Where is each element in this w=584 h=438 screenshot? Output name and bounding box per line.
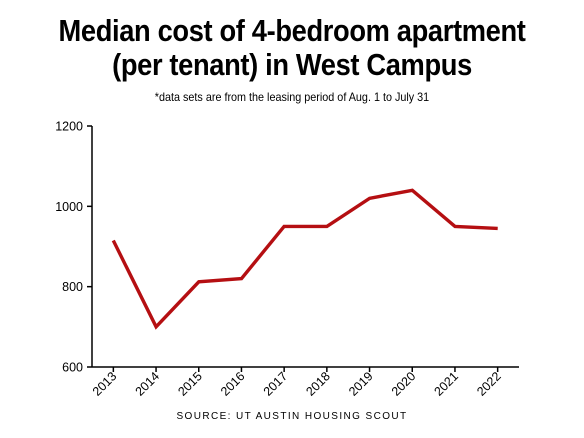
x-tick-label: 2016 — [218, 369, 248, 399]
title-line-1: Median cost of 4-bedroom apartment — [58, 13, 526, 48]
y-tick-label: 600 — [62, 361, 83, 375]
chart-subtitle: *data sets are from the leasing period o… — [154, 90, 430, 104]
x-tick-label: 2017 — [261, 369, 291, 399]
x-tick-label: 2013 — [90, 369, 120, 399]
series-line — [111, 188, 498, 330]
x-tick-label: 2014 — [133, 369, 163, 399]
x-tick-label: 2020 — [389, 369, 419, 399]
title-line-2: (per tenant) in West Campus — [112, 47, 472, 82]
y-tick-label: 1200 — [55, 120, 83, 134]
chart-title: Median cost of 4-bedroom apartment (per … — [35, 14, 549, 82]
x-tick-label: 2021 — [432, 369, 462, 399]
source-note: SOURCE: UT AUSTIN HOUSING SCOUT — [176, 411, 408, 422]
y-tick-label: 1000 — [55, 200, 83, 214]
x-tick-label: 2015 — [175, 369, 205, 399]
x-tick-label: 2019 — [346, 369, 376, 399]
y-tick-label: 800 — [62, 280, 83, 294]
x-tick-label: 2022 — [474, 369, 504, 399]
x-tick-label: 2018 — [303, 369, 333, 399]
